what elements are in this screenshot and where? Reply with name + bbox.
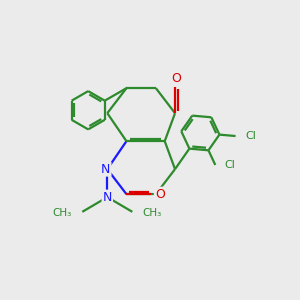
Text: O: O <box>155 188 165 201</box>
Text: Cl: Cl <box>225 160 236 170</box>
Text: O: O <box>172 72 182 85</box>
Text: Cl: Cl <box>245 131 256 141</box>
Text: CH₃: CH₃ <box>53 208 72 218</box>
Text: CH₃: CH₃ <box>142 208 162 218</box>
Text: N: N <box>103 190 112 204</box>
Text: N: N <box>101 163 110 176</box>
